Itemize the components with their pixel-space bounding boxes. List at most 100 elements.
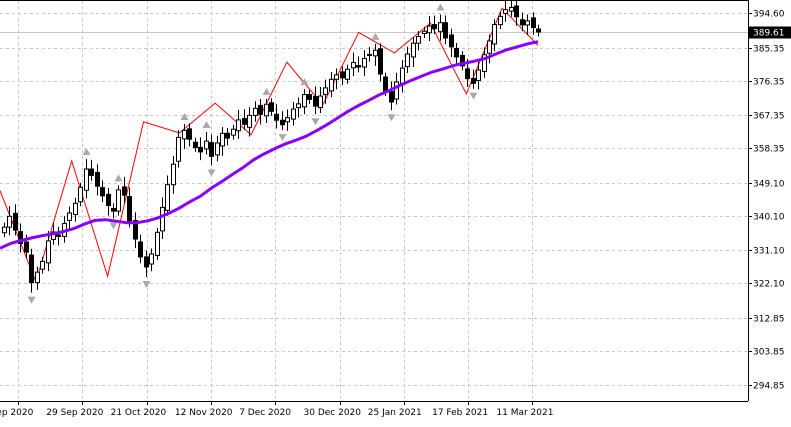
candle-body (269, 102, 274, 112)
fractal-up-marker (371, 32, 380, 40)
candle-body (416, 35, 421, 44)
candle-body (291, 108, 296, 120)
fractal-up-marker (202, 120, 211, 128)
candle-body (231, 128, 236, 136)
fractal-up-marker (262, 87, 271, 95)
fractal-down-marker (109, 222, 118, 230)
fractal-down-marker (142, 281, 151, 289)
candle-body (18, 231, 23, 245)
y-tick-label: 358.35 (753, 145, 785, 155)
candle-body (204, 140, 209, 150)
candle-body (29, 254, 34, 284)
candle-body (531, 17, 536, 29)
candle-body (56, 234, 61, 237)
candle-body (111, 208, 116, 212)
candle-body (296, 103, 301, 109)
moving-average-line (0, 40, 539, 250)
candle-body (307, 94, 312, 100)
candle-body (394, 81, 399, 100)
candle-body (106, 193, 111, 207)
fractal-down-marker (207, 169, 216, 177)
fractal-up-marker (436, 3, 445, 11)
candle-body (432, 24, 437, 30)
candle-body (138, 241, 143, 258)
candle-body (51, 231, 56, 240)
candle-body (144, 256, 149, 268)
candle-body (525, 20, 530, 26)
candle-body (95, 171, 100, 187)
candle-body (482, 54, 487, 72)
candle-body (46, 240, 51, 264)
candle-body (345, 68, 350, 80)
x-tick-label: 17 Feb 2021 (432, 408, 488, 418)
candle-body (193, 141, 198, 148)
candle-body (176, 136, 181, 162)
y-tick-label: 340.10 (753, 213, 785, 223)
candle-body (487, 40, 492, 54)
candle-body (405, 53, 410, 68)
plot-background (0, 0, 748, 401)
candle-body (13, 212, 18, 231)
candle-body (503, 9, 508, 14)
x-tick-label: 7 Sep 2020 (0, 408, 34, 418)
zigzag-line (0, 7, 539, 284)
candle-body (2, 226, 7, 234)
candle-body (520, 19, 525, 26)
current-price-label: 389.61 (753, 29, 785, 39)
candle-body (329, 78, 334, 92)
candle-body (84, 168, 89, 191)
candle-body (182, 129, 187, 140)
candle-body (340, 71, 345, 79)
candle-body (313, 95, 318, 107)
current-price-tag-bg (749, 26, 791, 39)
candle-body (514, 5, 519, 18)
candle-body (492, 24, 497, 45)
candle-body (471, 78, 476, 84)
candle-body (378, 48, 383, 75)
moving-average-series (0, 40, 539, 250)
y-tick-label: 385.35 (753, 45, 785, 55)
candle-body (285, 117, 290, 123)
candle-body (242, 117, 247, 125)
fractal-down-marker (387, 114, 396, 122)
candle-body (334, 74, 339, 80)
candle-body (258, 104, 263, 115)
fractal-up-marker (114, 174, 123, 182)
y-tick-label: 376.35 (753, 78, 785, 88)
candle-body (209, 142, 214, 157)
y-tick-label: 349.10 (753, 180, 785, 190)
x-tick-label: 25 Jan 2021 (368, 408, 422, 418)
candle-body (24, 241, 29, 253)
y-tick-label: 312.85 (753, 315, 785, 325)
candle-body (323, 87, 328, 96)
candle-body (400, 67, 405, 84)
candle-body (187, 128, 192, 140)
candle-body (220, 132, 225, 147)
candle-body (536, 28, 541, 33)
y-tick-label: 367.35 (753, 112, 785, 122)
fractal-markers (27, 3, 478, 304)
candle-body (509, 6, 514, 12)
candle-body (160, 206, 165, 232)
candle-body (155, 231, 160, 256)
x-tick-label: 30 Dec 2020 (304, 408, 362, 418)
candle-body (498, 15, 503, 26)
candle-body (236, 119, 241, 132)
x-tick-label: 29 Sep 2020 (46, 408, 103, 418)
candle-body (367, 53, 372, 56)
candle-body (73, 202, 78, 215)
zigzag-series (0, 7, 539, 284)
candle-body (40, 260, 45, 270)
candle-body (454, 47, 459, 58)
candle-body (465, 68, 470, 80)
candle-body (449, 34, 454, 48)
candle-body (247, 114, 252, 128)
candle-body (253, 107, 258, 116)
y-tick-label: 331.10 (753, 247, 785, 257)
candle-body (351, 62, 356, 69)
y-tick-label: 294.85 (753, 382, 785, 392)
fractal-up-marker (300, 78, 309, 86)
candle-body (198, 146, 203, 153)
candle-body (274, 113, 279, 121)
candle-body (443, 22, 448, 39)
